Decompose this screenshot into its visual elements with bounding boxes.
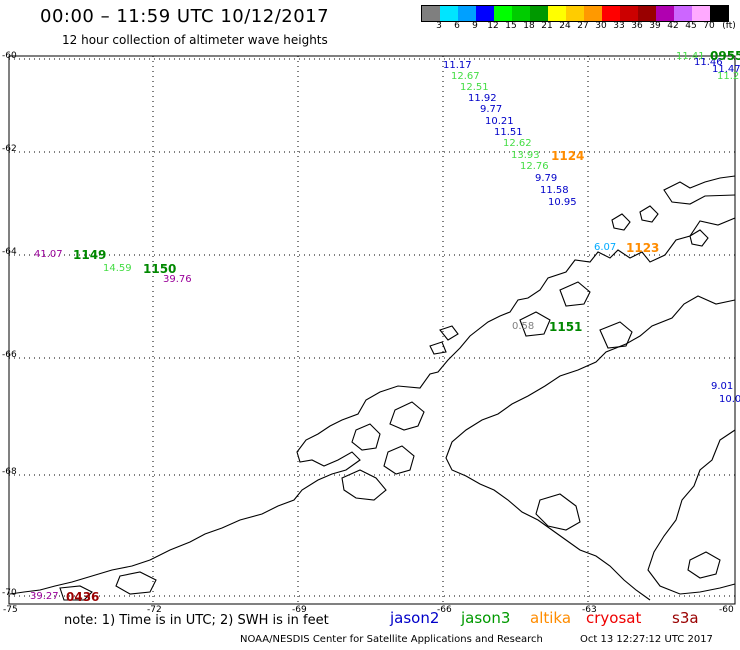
- colorbar-tick: 30: [595, 21, 607, 31]
- wave-height-colorbar: [421, 5, 729, 22]
- wave-height-label: 41.07: [34, 249, 63, 260]
- wave-height-label: 11.17: [443, 60, 472, 71]
- legend-jason3: jason3: [461, 609, 511, 627]
- lon-label: -66: [437, 605, 452, 615]
- pass-time-label: 1123: [626, 241, 660, 255]
- wave-height-label: 10.95: [548, 197, 577, 208]
- colorbar-tick: 3: [436, 21, 442, 31]
- lon-label: -60: [719, 605, 734, 615]
- colorbar-tick: 33: [613, 21, 625, 31]
- wave-height-label: 6.07: [594, 242, 617, 253]
- pass-time-label: 1124: [551, 149, 585, 163]
- colorbar-unit: (ft): [722, 21, 736, 31]
- colorbar-swatch: [548, 6, 566, 21]
- pass-time-label: 1150: [143, 262, 177, 276]
- wave-height-label: 39.27: [30, 591, 59, 602]
- colorbar-tick: 39: [649, 21, 661, 31]
- wave-height-label: 11.51: [494, 127, 523, 138]
- wave-height-label: 9.79: [535, 173, 558, 184]
- credit-line: NOAA/NESDIS Center for Satellite Applica…: [240, 634, 543, 645]
- colorbar-swatch: [512, 6, 530, 21]
- colorbar-tick: 27: [577, 21, 589, 31]
- colorbar-swatch: [602, 6, 620, 21]
- colorbar-tick: 12: [487, 21, 499, 31]
- wave-height-label: 11.46: [694, 57, 723, 68]
- pass-time-label: 1149: [73, 248, 107, 262]
- lat-label: -70: [2, 588, 17, 598]
- lon-label: -75: [3, 605, 18, 615]
- lon-label: -69: [292, 605, 307, 615]
- pass-time-label: 1151: [549, 320, 583, 334]
- wave-height-label: 9.01: [711, 381, 734, 392]
- wave-height-label: 0.58: [512, 321, 535, 332]
- wave-height-label: 11.2: [717, 71, 740, 82]
- graticule: [9, 56, 735, 604]
- colorbar-swatch: [674, 6, 692, 21]
- lat-label: -68: [2, 467, 17, 477]
- colorbar-swatch: [710, 6, 728, 21]
- wave-height-label: 11.92: [468, 93, 497, 104]
- lon-label: -63: [582, 605, 597, 615]
- legend-cryosat: cryosat: [586, 609, 642, 627]
- lat-label: -60: [2, 51, 17, 61]
- wave-height-label: 10.21: [485, 116, 514, 127]
- wave-height-label: 12.62: [503, 138, 532, 149]
- wave-height-label: 13.93: [511, 150, 540, 161]
- map-frame: [8, 55, 736, 605]
- colorbar-swatch: [422, 6, 440, 21]
- lat-label: -64: [2, 247, 17, 257]
- map-title: 00:00 – 11:59 UTC 10/12/2017: [40, 6, 330, 27]
- colorbar-swatch: [656, 6, 674, 21]
- colorbar-tick: 24: [559, 21, 571, 31]
- map-subtitle: 12 hour collection of altimeter wave hei…: [62, 33, 328, 47]
- colorbar-swatch: [566, 6, 584, 21]
- colorbar-swatch: [638, 6, 656, 21]
- wave-height-label: 14.59: [103, 263, 132, 274]
- wave-height-label: 12.76: [520, 161, 549, 172]
- legend-s3a: s3a: [672, 609, 699, 627]
- wave-height-label: 39.76: [163, 274, 192, 285]
- colorbar-swatch: [692, 6, 710, 21]
- colorbar-swatch: [620, 6, 638, 21]
- colorbar-tick: 15: [505, 21, 517, 31]
- generation-timestamp: Oct 13 12:27:12 UTC 2017: [580, 634, 713, 645]
- colorbar-tick: 36: [631, 21, 643, 31]
- wave-height-label: 9.77: [480, 104, 503, 115]
- wave-height-label: 12.51: [460, 82, 489, 93]
- colorbar-tick: 42: [667, 21, 679, 31]
- colorbar-tick: 6: [454, 21, 460, 31]
- colorbar-swatch: [440, 6, 458, 21]
- lat-label: -62: [2, 144, 17, 154]
- colorbar-swatch: [494, 6, 512, 21]
- wave-height-label: 11.47: [712, 64, 740, 75]
- colorbar-swatch: [458, 6, 476, 21]
- colorbar-tick: 21: [541, 21, 553, 31]
- legend-jason2: jason2: [390, 609, 440, 627]
- lat-label: -66: [2, 350, 17, 360]
- pass-time-label: 0436: [66, 590, 100, 604]
- wave-height-label: 11.41: [676, 51, 705, 62]
- legend-altika: altika: [530, 609, 572, 627]
- colorbar-tick: 45: [685, 21, 697, 31]
- colorbar-swatch: [530, 6, 548, 21]
- colorbar-swatch: [476, 6, 494, 21]
- wave-height-label: 11.58: [540, 185, 569, 196]
- colorbar-tick: 18: [523, 21, 535, 31]
- colorbar-ticks: 3 6 9 12 15 18 21 24 27 30 33 36 39 42 45 70 (ft): [421, 21, 740, 33]
- pass-time-label: 0955: [710, 49, 740, 63]
- wave-height-label: 10.0: [719, 394, 740, 405]
- colorbar-tick: 70: [703, 21, 715, 31]
- colorbar-tick: 9: [472, 21, 478, 31]
- coastline: [9, 175, 736, 601]
- footer-note: note: 1) Time is in UTC; 2) SWH is in fe…: [64, 613, 329, 628]
- lon-label: -72: [147, 605, 162, 615]
- colorbar-swatch: [584, 6, 602, 21]
- wave-height-label: 12.67: [451, 71, 480, 82]
